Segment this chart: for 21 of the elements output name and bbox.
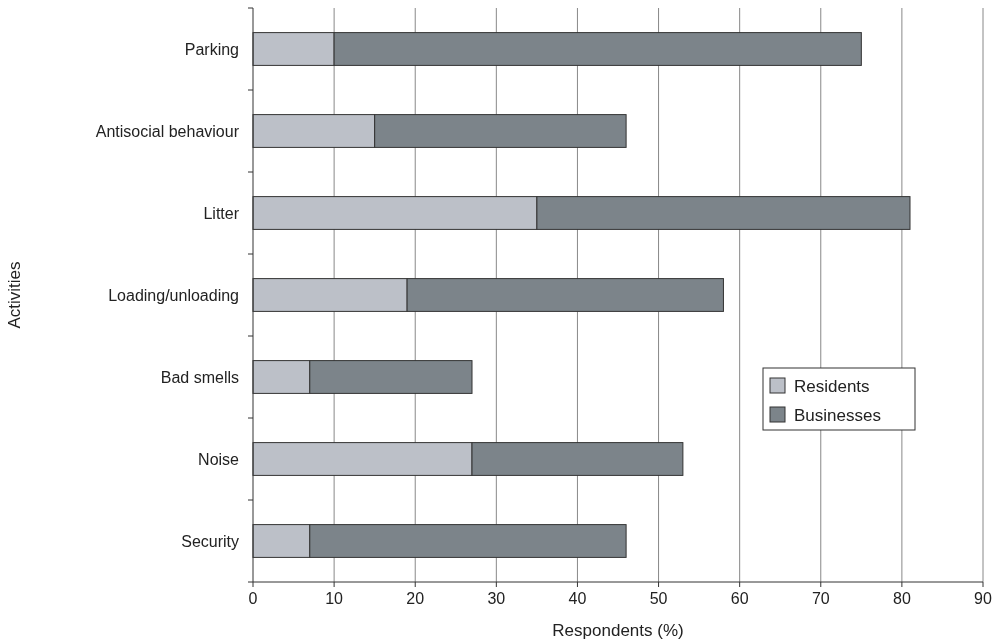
x-tick-label: 10 bbox=[325, 590, 344, 607]
y-tick-label: Litter bbox=[203, 204, 240, 222]
y-tick-label: Security bbox=[181, 532, 239, 550]
x-tick-label: 80 bbox=[892, 590, 911, 607]
y-axis-title: Activities bbox=[5, 261, 24, 329]
x-tick-label: 50 bbox=[649, 590, 668, 607]
x-axis-title: Respondents (%) bbox=[552, 621, 684, 640]
x-tick-label: 40 bbox=[568, 590, 587, 607]
x-tick-label: 70 bbox=[811, 590, 830, 607]
y-tick-label: Noise bbox=[198, 450, 240, 468]
x-tick-label: 0 bbox=[248, 590, 258, 607]
y-tick-label: Antisocial behaviour bbox=[95, 122, 240, 140]
legend-label: Residents bbox=[794, 376, 870, 396]
legend-label: Businesses bbox=[794, 405, 881, 425]
x-tick-label: 60 bbox=[730, 590, 749, 607]
x-tick-label: 20 bbox=[406, 590, 425, 607]
y-tick-label: Loading/unloading bbox=[108, 286, 239, 304]
x-tick-label: 90 bbox=[974, 590, 992, 607]
y-tick-label: Parking bbox=[184, 40, 239, 58]
y-tick-label: Bad smells bbox=[160, 368, 239, 386]
x-tick-label: 30 bbox=[487, 590, 506, 607]
